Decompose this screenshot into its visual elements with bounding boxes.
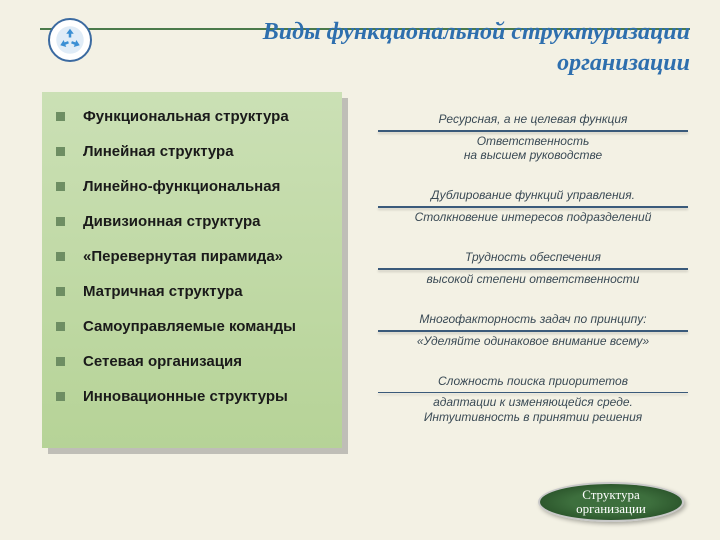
list-label: Функциональная структура — [83, 108, 289, 125]
structure-list-panel: Функциональная структура Линейная структ… — [42, 92, 342, 448]
bullet-icon — [56, 392, 65, 401]
list-label: Самоуправляемые команды — [83, 318, 296, 335]
note-block: Ресурсная, а не целевая функция Ответств… — [378, 112, 688, 162]
list-item: Инновационные структуры — [56, 388, 328, 405]
badge-line-1: Структура — [540, 488, 682, 502]
bullet-icon — [56, 147, 65, 156]
note-major: Сложность поиска приоритетов — [378, 374, 688, 389]
note-major: Дублирование функций управления. — [378, 188, 688, 203]
list-item: «Перевернутая пирамида» — [56, 248, 328, 265]
note-minor: «Уделяйте одинаковое внимание всему» — [378, 334, 688, 348]
title-line-1: Виды функциональной структуризации — [105, 18, 690, 47]
list-label: Инновационные структуры — [83, 388, 288, 405]
notes-column: Ресурсная, а не целевая функция Ответств… — [378, 112, 688, 424]
recycle-icon — [48, 18, 92, 62]
note-divider — [378, 130, 688, 132]
note-divider — [378, 330, 688, 332]
note-major: Многофакторность задач по принципу: — [378, 312, 688, 327]
note-major: Ресурсная, а не целевая функция — [378, 112, 688, 127]
list-item: Матричная структура — [56, 283, 328, 300]
list-item: Линейная структура — [56, 143, 328, 160]
bullet-icon — [56, 287, 65, 296]
title-line-2: организации — [105, 49, 690, 78]
list-label: Линейно-функциональная — [83, 178, 280, 195]
list-item: Дивизионная структура — [56, 213, 328, 230]
note-minor: Ответственность на высшем руководстве — [378, 134, 688, 163]
list-label: Дивизионная структура — [83, 213, 260, 230]
list-item: Линейно-функциональная — [56, 178, 328, 195]
page-title: Виды функциональной структуризации орган… — [105, 18, 690, 78]
note-divider — [378, 392, 688, 394]
note-divider — [378, 206, 688, 208]
note-block: Многофакторность задач по принципу: «Уде… — [378, 312, 688, 348]
note-minor: Столкновение интересов подразделений — [378, 210, 688, 224]
note-minor: высокой степени ответственности — [378, 272, 688, 286]
list-label: Сетевая организация — [83, 353, 242, 370]
badge-structure-org[interactable]: Структура организации — [538, 482, 684, 522]
list-label: Матричная структура — [83, 283, 243, 300]
note-major: Трудность обеспечения — [378, 250, 688, 265]
note-block: Трудность обеспечения высокой степени от… — [378, 250, 688, 286]
bullet-icon — [56, 217, 65, 226]
badge-line-2: организации — [540, 502, 682, 516]
bullet-icon — [56, 112, 65, 121]
note-minor: адаптации к изменяющейся среде. Интуитив… — [378, 395, 688, 424]
list-item: Функциональная структура — [56, 108, 328, 125]
bullet-icon — [56, 252, 65, 261]
bullet-icon — [56, 322, 65, 331]
note-block: Сложность поиска приоритетов адаптации к… — [378, 374, 688, 424]
note-block: Дублирование функций управления. Столкно… — [378, 188, 688, 224]
list-label: «Перевернутая пирамида» — [83, 248, 283, 265]
note-divider — [378, 268, 688, 270]
bullet-icon — [56, 182, 65, 191]
list-item: Самоуправляемые команды — [56, 318, 328, 335]
list-label: Линейная структура — [83, 143, 234, 160]
list-item: Сетевая организация — [56, 353, 328, 370]
bullet-icon — [56, 357, 65, 366]
